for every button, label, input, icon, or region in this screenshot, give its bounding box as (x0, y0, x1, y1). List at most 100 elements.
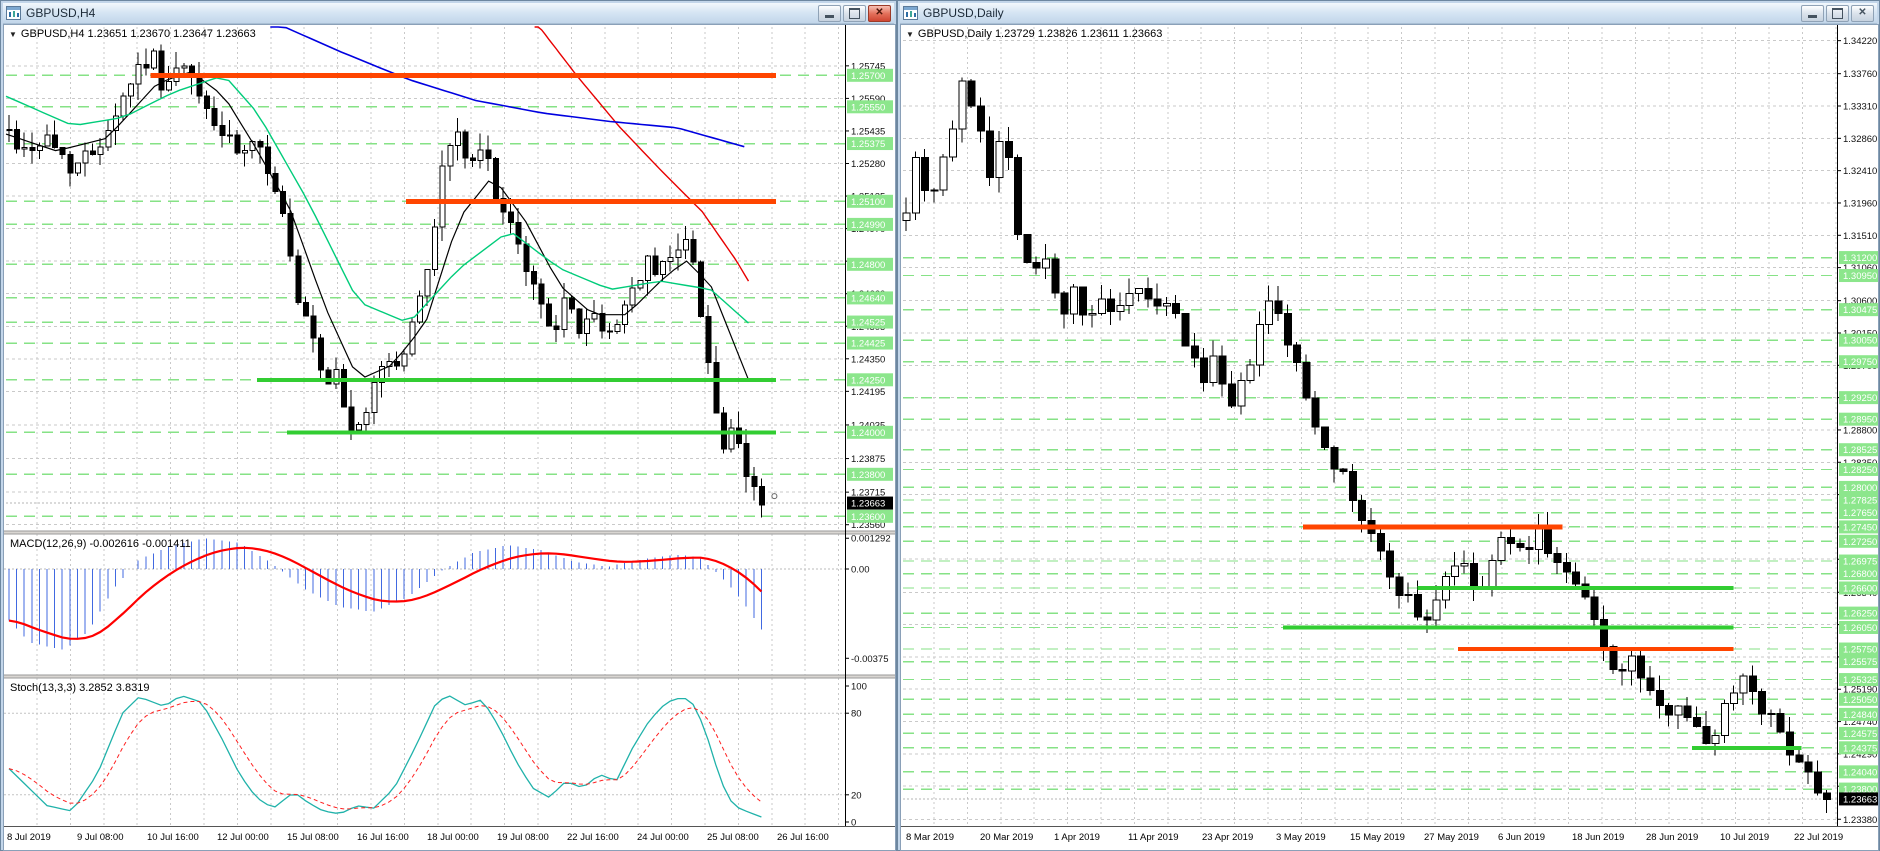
current-price-label: 1.23663 (851, 499, 885, 510)
level-price-label: 1.24525 (851, 318, 885, 329)
macd-tick-label: 0.001292 (851, 534, 891, 545)
level-price-label: 1.29750 (1843, 357, 1877, 368)
price-tick-label: 1.31960 (1843, 198, 1877, 209)
time-tick-label: 10 Jul 16:00 (147, 832, 199, 843)
price-tick-label: 1.25435 (851, 126, 885, 137)
price-tick-label: 1.24350 (851, 354, 885, 365)
daily-restore-button[interactable] (1826, 4, 1849, 22)
restore-icon (849, 7, 860, 19)
time-tick-label: 18 Jul 00:00 (427, 832, 479, 843)
collapse-arrow-icon[interactable]: ▼ (9, 30, 17, 39)
time-axis[interactable]: 8 Mar 2019 20 Mar 2019 1 Apr 2019 11 Apr 20… (906, 832, 1843, 843)
h4-titlebar[interactable]: GBPUSD,H4 ✕ (3, 3, 894, 24)
minimize-icon (1808, 14, 1817, 18)
current-price-badge (847, 496, 893, 510)
stoch-k-line (8, 695, 762, 818)
stoch-tick-label: 0 (851, 818, 856, 829)
level-price-label: 1.28525 (1843, 445, 1877, 456)
daily-close-button[interactable]: ✕ (1851, 4, 1874, 22)
price-marker-dot (771, 493, 778, 500)
level-price-label: 1.30475 (1843, 305, 1877, 316)
level-price-label: 1.25100 (851, 197, 885, 208)
level-price-label: 1.24425 (851, 339, 885, 350)
price-tick-label: 1.32860 (1843, 134, 1877, 145)
candles-layer (6, 44, 765, 518)
close-icon: ✕ (1858, 7, 1867, 18)
daily-minimize-button[interactable] (1801, 4, 1824, 22)
level-price-label: 1.25325 (1843, 675, 1877, 686)
time-tick-label: 10 Jul 2019 (1720, 832, 1769, 843)
level-price-label: 1.27650 (1843, 508, 1877, 519)
daily-chart-canvas[interactable]: 1.34220 1.33760 1.33310 1.32860 1.32410 1.319… (901, 25, 1878, 850)
level-price-label: 1.25700 (851, 71, 885, 82)
price-tick-label: 1.34220 (1843, 36, 1877, 47)
price-axis[interactable]: 1.34220 1.33760 1.33310 1.32860 1.32410 1.319… (1837, 36, 1878, 826)
level-price-label: 1.25550 (851, 102, 885, 113)
level-lines-layer (903, 256, 1837, 800)
level-price-label: 1.24840 (1843, 710, 1877, 721)
price-tick-label: 1.24290 (1843, 749, 1877, 760)
level-price-label: 1.27450 (1843, 522, 1877, 533)
h4-quote-line: ▼ GBPUSD,H4 1.23651 1.23670 1.23647 1.236… (9, 28, 256, 40)
price-tick-label: 1.28800 (1843, 425, 1877, 436)
h4-restore-button[interactable] (843, 4, 866, 22)
sr-lines-layer (1283, 524, 1802, 751)
time-axis[interactable]: 8 Jul 2019 9 Jul 08:00 10 Jul 16:00 12 Jul … (7, 832, 829, 843)
price-tick-label: 1.24740 (1843, 717, 1877, 728)
h4-chart-canvas[interactable]: 1.257451.255901.254351.252801.251251.249… (4, 25, 895, 850)
time-tick-label: 22 Jul 16:00 (567, 832, 619, 843)
borders-layer (901, 25, 1878, 827)
time-tick-label: 18 Jun 2019 (1572, 832, 1624, 843)
h4-ohlc-text: GBPUSD,H4 1.23651 1.23670 1.23647 1.2366… (20, 28, 256, 40)
borders-layer (4, 25, 895, 827)
price-tick-label: 1.23380 (1843, 815, 1877, 826)
stoch-tick-label: 100 (851, 682, 867, 693)
stoch-pane-label: Stoch(13,3,3) 3.2852 3.8319 (10, 682, 150, 694)
macd-axis: 0.001292 0.00 -0.00375 (845, 534, 891, 665)
time-tick-label: 24 Jul 00:00 (637, 832, 689, 843)
level-price-label: 1.31200 (1843, 253, 1877, 264)
h4-chart-area: 1.257451.255901.254351.252801.251251.249… (3, 24, 896, 851)
macd-pane-label: MACD(12,26,9) -0.002616 -0.001411 (10, 538, 191, 550)
current-price-label: 1.23663 (1843, 794, 1877, 805)
time-tick-label: 22 Jul 2019 (1794, 832, 1843, 843)
time-tick-label: 19 Jul 08:00 (497, 832, 549, 843)
time-tick-label: 16 Jul 16:00 (357, 832, 409, 843)
collapse-arrow-icon[interactable]: ▼ (906, 30, 914, 39)
ma-slow-red (534, 26, 750, 282)
time-tick-label: 20 Mar 2019 (980, 832, 1033, 843)
price-tick-label: 1.31060 (1843, 263, 1877, 274)
level-price-label: 1.25575 (1843, 657, 1877, 668)
price-tick-label: 1.23715 (851, 488, 885, 499)
daily-quote-line: ▼ GBPUSD,Daily 1.23729 1.23826 1.23611 1.… (906, 28, 1162, 40)
daily-titlebar[interactable]: GBPUSD,Daily ✕ (900, 3, 1877, 24)
minimize-icon (825, 14, 834, 18)
time-tick-label: 27 May 2019 (1424, 832, 1479, 843)
macd-signal-line (8, 546, 763, 640)
price-tick-label: 1.23875 (851, 454, 885, 465)
h4-close-button[interactable]: ✕ (868, 4, 891, 22)
level-price-label: 1.25375 (851, 139, 885, 150)
level-price-label: 1.24990 (851, 220, 885, 231)
price-tick-label: 1.25590 (851, 94, 885, 105)
price-tick-label: 1.25190 (1843, 685, 1877, 696)
daily-ohlc-text: GBPUSD,Daily 1.23729 1.23826 1.23611 1.2… (917, 28, 1163, 40)
price-tick-label: 1.32410 (1843, 166, 1877, 177)
current-price-badge (1839, 792, 1878, 806)
h4-minimize-button[interactable] (818, 4, 841, 22)
chart-window-icon (6, 6, 21, 20)
time-tick-label: 1 Apr 2019 (1054, 832, 1100, 843)
price-axis[interactable]: 1.257451.255901.254351.252801.251251.249… (845, 61, 893, 531)
ma-fast-black (5, 71, 750, 381)
h4-chart-window: GBPUSD,H4 ✕ 1.25745 1.25590 1.25435 1.25280… (0, 0, 897, 851)
time-tick-label: 15 May 2019 (1350, 832, 1405, 843)
time-tick-label: 8 Jul 2019 (7, 832, 51, 843)
time-tick-label: 9 Jul 08:00 (77, 832, 123, 843)
level-price-label: 1.25750 (1843, 645, 1877, 656)
level-price-label: 1.27825 (1843, 495, 1877, 506)
level-price-label: 1.23800 (1843, 785, 1877, 796)
time-tick-label: 23 Apr 2019 (1202, 832, 1253, 843)
level-price-label: 1.24250 (851, 375, 885, 386)
h4-window-controls: ✕ (818, 4, 891, 22)
